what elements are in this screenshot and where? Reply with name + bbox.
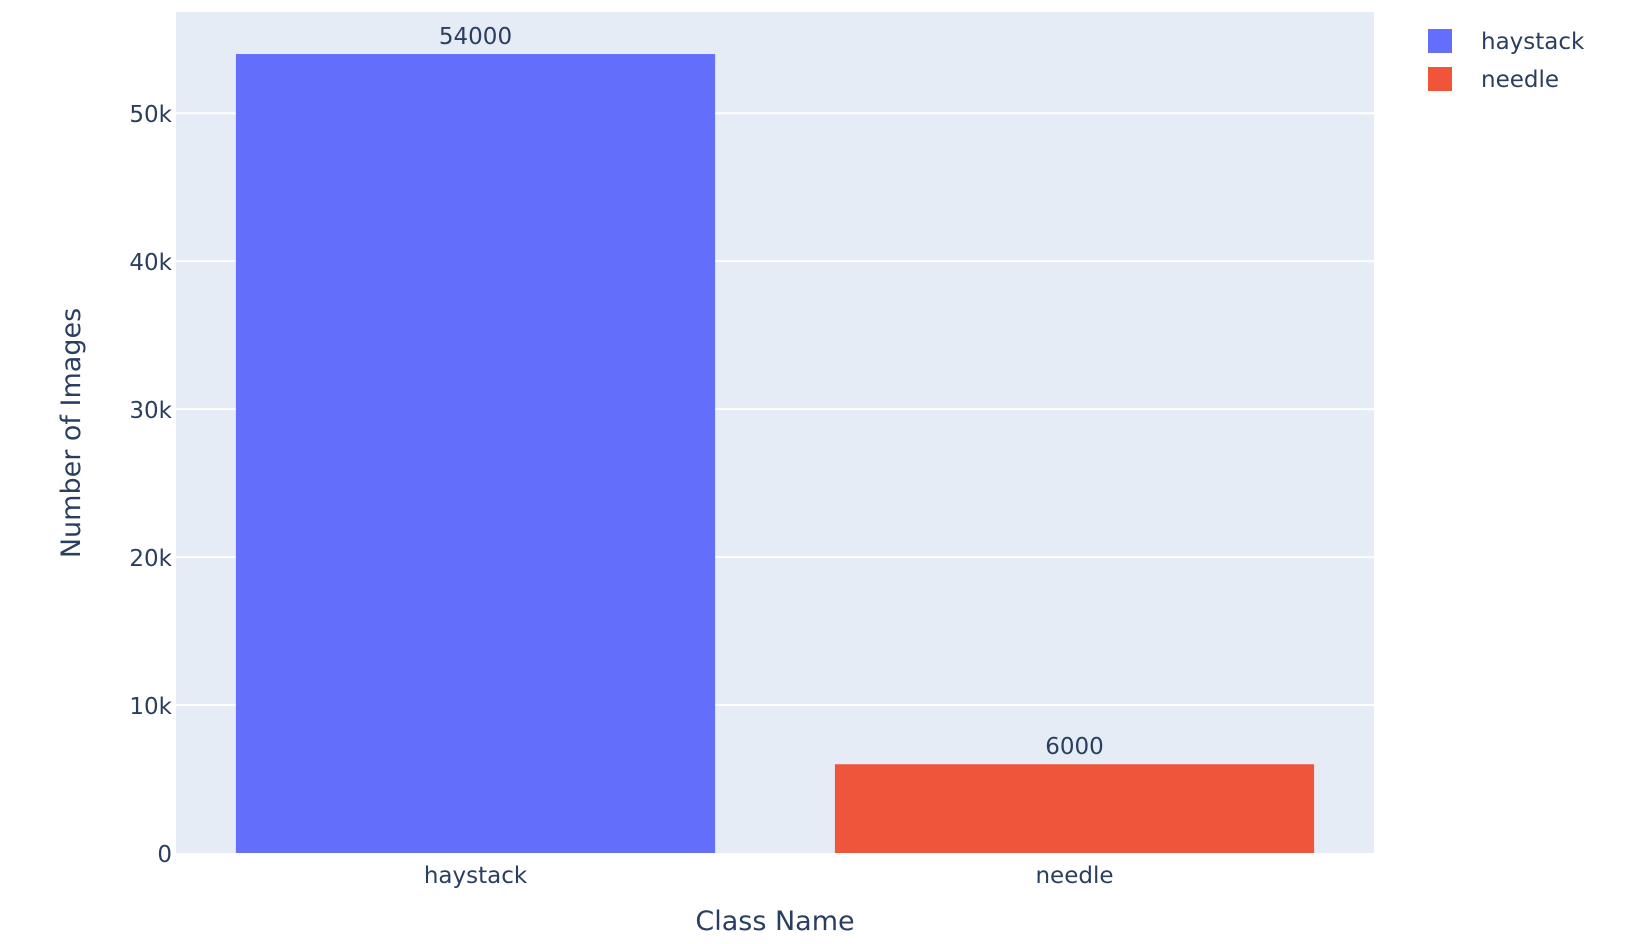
y-axis-ticks: 0 10k 20k 30k 40k 50k [129, 102, 172, 868]
y-tick-label: 40k [129, 250, 172, 276]
y-tick-label: 30k [129, 398, 172, 424]
legend-label-needle[interactable]: needle [1481, 67, 1559, 93]
legend-swatch-haystack[interactable] [1428, 29, 1452, 53]
data-label-needle: 6000 [1045, 734, 1104, 760]
x-tick-label-needle: needle [1035, 863, 1113, 889]
bar-needle [834, 764, 1315, 853]
data-labels: 54000 6000 [439, 24, 1104, 760]
x-axis-ticks: haystack needle [424, 863, 1114, 889]
legend-label-haystack[interactable]: haystack [1481, 29, 1585, 55]
y-tick-label: 50k [129, 102, 172, 128]
y-tick-label: 20k [129, 546, 172, 572]
bars [235, 54, 1315, 853]
y-tick-label: 10k [129, 694, 172, 720]
legend[interactable]: haystack needle [1428, 29, 1585, 93]
y-tick-label: 0 [157, 842, 172, 868]
x-tick-label-haystack: haystack [424, 863, 528, 889]
y-axis-title: Number of Images [56, 308, 87, 558]
x-axis-title: Class Name [695, 906, 854, 937]
bar-haystack [235, 54, 716, 853]
legend-swatch-needle[interactable] [1428, 67, 1452, 91]
data-label-haystack: 54000 [439, 24, 512, 50]
